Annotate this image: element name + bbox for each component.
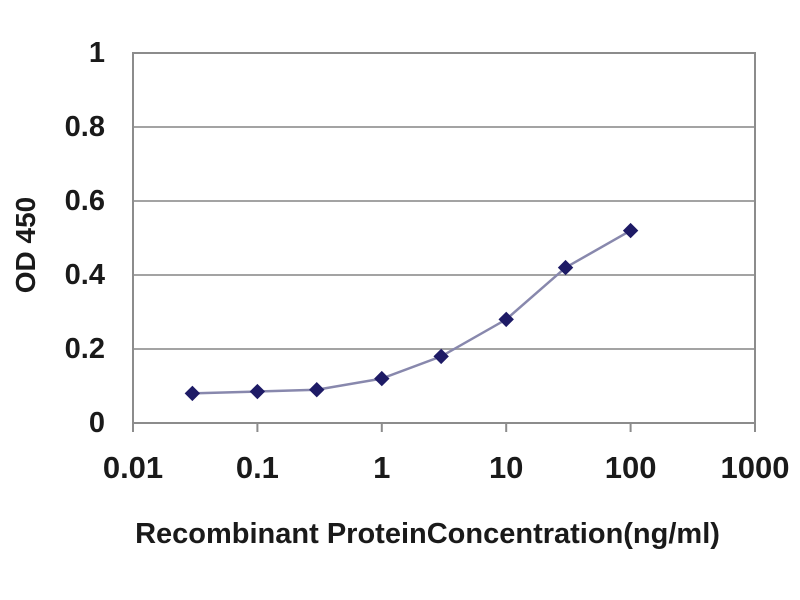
x-tick-label: 10	[488, 450, 524, 485]
y-tick-label: 0	[88, 407, 105, 439]
data-point-marker	[374, 370, 390, 387]
y-axis-title: OD 450	[10, 196, 41, 294]
x-tick-label: 100	[604, 450, 657, 485]
data-point-marker	[433, 348, 449, 365]
data-point-marker	[622, 222, 639, 239]
y-tick-label: 0.8	[64, 111, 105, 143]
y-tick-label: 0.6	[64, 185, 105, 217]
data-point-marker	[309, 381, 325, 398]
x-tick-label: 0.1	[235, 450, 279, 485]
x-tick-label: 1	[373, 450, 391, 485]
y-tick-label: 0.2	[64, 333, 105, 365]
x-tick-label: 0.01	[102, 450, 164, 485]
data-point-marker	[249, 383, 266, 400]
data-point-marker	[498, 311, 514, 328]
x-tick-label: 1000	[720, 450, 790, 485]
data-point-marker	[184, 385, 201, 402]
plot-border	[132, 52, 756, 424]
series-line	[192, 229, 632, 395]
y-tick-label: 1	[88, 37, 105, 69]
y-tick-label: 0.4	[64, 259, 105, 291]
x-axis-title: Recombinant ProteinConcentration(ng/ml)	[135, 518, 720, 550]
data-point-marker	[557, 259, 574, 276]
